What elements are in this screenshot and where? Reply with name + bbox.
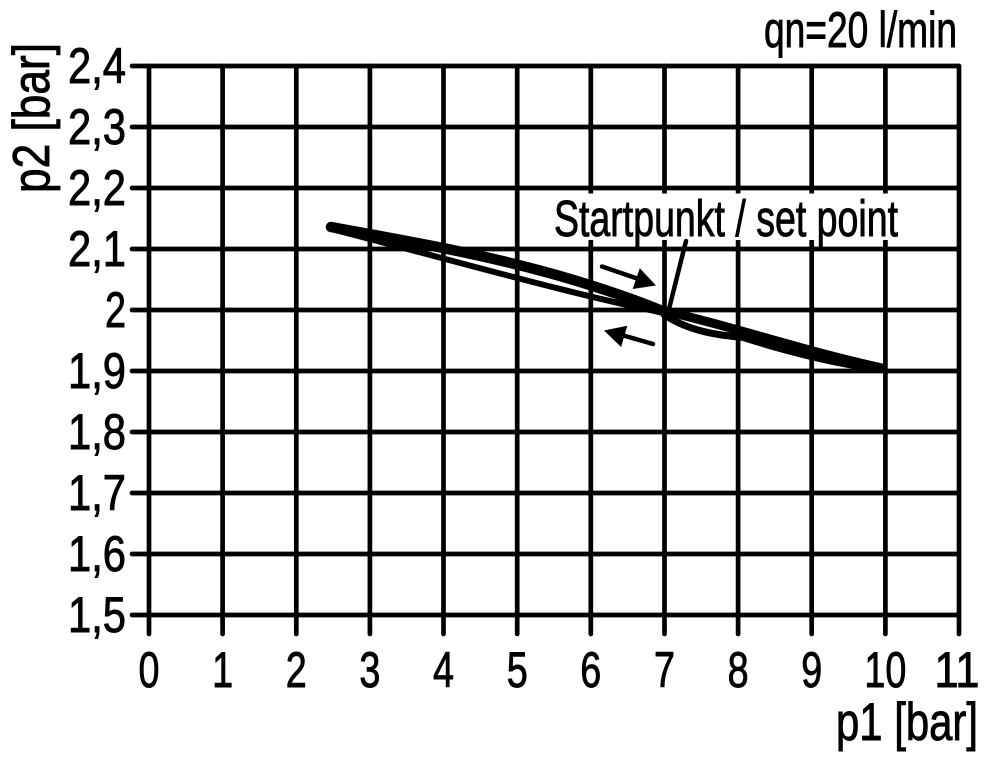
svg-text:9: 9 (801, 642, 822, 698)
svg-text:2,4: 2,4 (68, 38, 126, 94)
svg-text:2: 2 (286, 642, 307, 698)
svg-text:1: 1 (212, 642, 233, 698)
svg-text:2,2: 2,2 (68, 160, 126, 216)
svg-text:1,6: 1,6 (68, 526, 126, 582)
svg-text:1,9: 1,9 (68, 343, 126, 399)
svg-text:10: 10 (864, 642, 906, 698)
svg-text:6: 6 (580, 642, 601, 698)
svg-text:8: 8 (728, 642, 749, 698)
svg-text:3: 3 (359, 642, 380, 698)
svg-text:1,5: 1,5 (68, 587, 126, 643)
svg-text:7: 7 (654, 642, 675, 698)
svg-text:Startpunkt / set point: Startpunkt / set point (554, 190, 898, 247)
svg-text:1,7: 1,7 (68, 465, 126, 521)
svg-text:qn=20 l/min: qn=20 l/min (764, 2, 957, 58)
svg-text:5: 5 (507, 642, 528, 698)
svg-text:p2 [bar]: p2 [bar] (3, 43, 61, 193)
svg-text:0: 0 (139, 642, 160, 698)
svg-text:2: 2 (105, 282, 126, 338)
svg-text:11: 11 (935, 642, 980, 698)
svg-text:p1 [bar]: p1 [bar] (836, 693, 978, 752)
svg-text:2,1: 2,1 (68, 221, 126, 277)
svg-text:2,3: 2,3 (68, 99, 126, 155)
svg-text:4: 4 (433, 642, 454, 698)
svg-text:1,8: 1,8 (68, 404, 126, 460)
